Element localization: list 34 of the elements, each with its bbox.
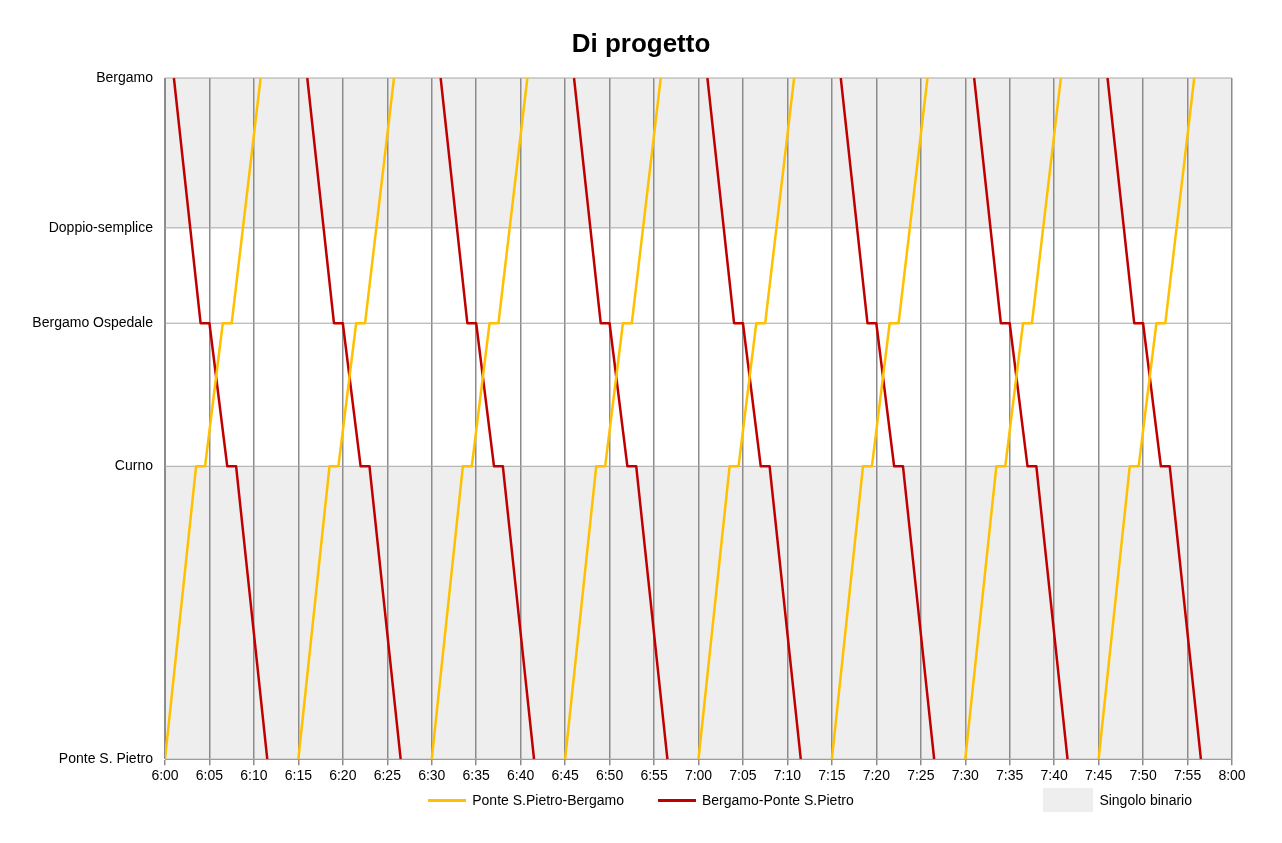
x-tick-label: 6:45 xyxy=(551,767,579,784)
x-tick-label: 6:25 xyxy=(373,767,402,784)
x-tick-label: 6:20 xyxy=(329,767,357,784)
x-tick-label: 7:35 xyxy=(996,767,1024,784)
x-tick-label: 8:00 xyxy=(1218,767,1246,784)
x-tick-label: 7:25 xyxy=(907,767,935,784)
x-tick-label: 6:50 xyxy=(595,767,624,784)
ref-line-label: Bergamo Ospedale xyxy=(32,314,154,331)
x-tick-label: 7:00 xyxy=(684,767,713,784)
legend-label: Singolo binario xyxy=(1099,792,1192,808)
chart-title: Di progetto xyxy=(570,27,712,58)
legend-label: Ponte S.Pietro-Bergamo xyxy=(472,792,624,808)
x-tick-label: 6:30 xyxy=(418,767,446,784)
legend-label: Bergamo-Ponte S.Pietro xyxy=(702,792,854,808)
x-tick-label: 7:10 xyxy=(773,767,802,784)
x-tick-label: 6:40 xyxy=(507,767,535,784)
x-tick-label: 6:35 xyxy=(462,767,491,784)
x-tick-label: 7:15 xyxy=(818,767,846,784)
x-tick-label: 6:00 xyxy=(151,767,179,784)
ref-line-label: Doppio-semplice xyxy=(48,218,154,235)
x-tick-label: 7:40 xyxy=(1040,767,1069,784)
x-tick-label: 7:30 xyxy=(951,767,980,784)
x-tick-label: 7:05 xyxy=(729,767,757,784)
x-tick-label: 7:50 xyxy=(1129,767,1157,784)
x-tick-label: 6:10 xyxy=(240,767,268,784)
ref-line-label: Ponte S. Pietro xyxy=(58,750,154,767)
x-tick-label: 7:55 xyxy=(1173,767,1202,784)
ref-line-label: Bergamo xyxy=(96,68,154,85)
x-tick-label: 7:45 xyxy=(1085,767,1113,784)
x-tick-label: 6:05 xyxy=(195,767,224,784)
x-tick-label: 6:15 xyxy=(284,767,313,784)
x-tick-label: 7:20 xyxy=(862,767,891,784)
ref-line-label: Curno xyxy=(114,457,154,474)
x-tick-label: 6:55 xyxy=(640,767,668,784)
